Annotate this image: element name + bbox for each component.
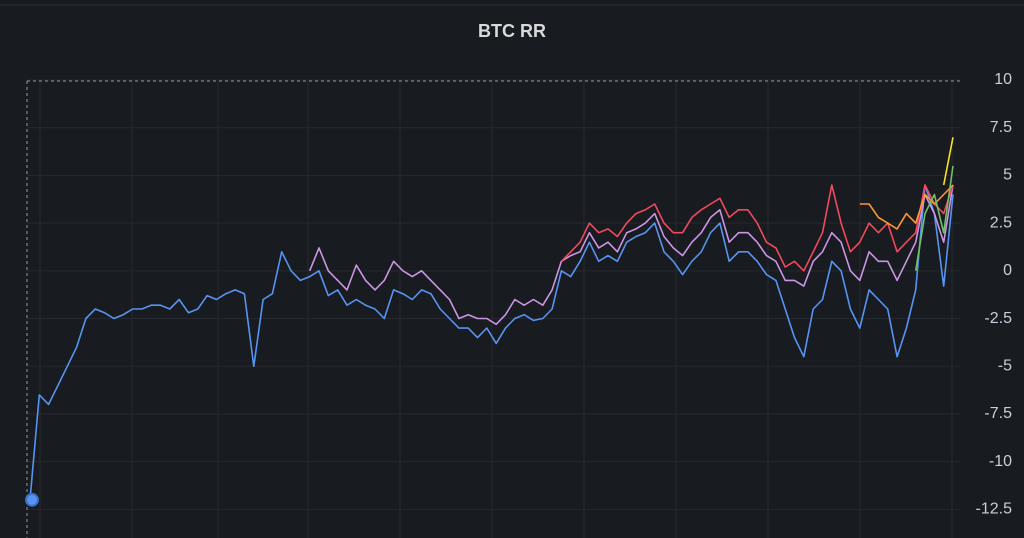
- y-tick-label: -2.5: [984, 310, 1012, 327]
- y-tick-label: 2.5: [990, 214, 1012, 231]
- series-line: [29, 184, 954, 500]
- hover-point: [25, 492, 39, 507]
- y-tick-label: 7.5: [990, 119, 1012, 136]
- y-tick-label: -5: [998, 357, 1012, 374]
- panel-title: BTC RR: [478, 21, 546, 41]
- series-line: [308, 184, 954, 326]
- y-tick-label: 5: [1003, 167, 1012, 184]
- y-tick-label: -12.5: [976, 501, 1013, 518]
- series-line: [942, 137, 954, 186]
- series-line: [859, 184, 954, 230]
- y-tick-label: -10: [989, 453, 1012, 470]
- y-tick-label: -7.5: [984, 405, 1012, 422]
- series-line: [914, 165, 954, 271]
- y-tick-label: 10: [994, 71, 1012, 88]
- y-tick-label: 0: [1003, 262, 1012, 279]
